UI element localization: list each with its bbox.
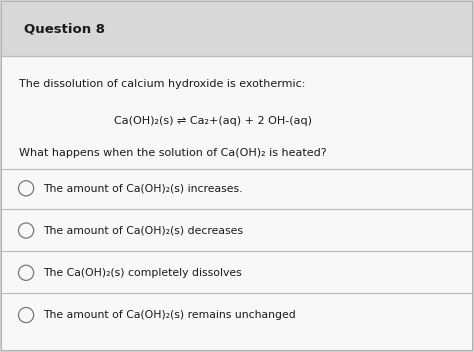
FancyBboxPatch shape xyxy=(2,155,472,350)
Text: The Ca(OH)₂(s) completely dissolves: The Ca(OH)₂(s) completely dissolves xyxy=(43,268,241,278)
Text: What happens when the solution of Ca(OH)₂ is heated?: What happens when the solution of Ca(OH)… xyxy=(19,148,327,158)
FancyBboxPatch shape xyxy=(2,56,472,155)
Text: Question 8: Question 8 xyxy=(24,23,105,36)
Text: The dissolution of calcium hydroxide is exothermic:: The dissolution of calcium hydroxide is … xyxy=(19,80,305,89)
Text: Ca(OH)₂(s) ⇌ Ca₂+(aq) + 2 OH-(aq): Ca(OH)₂(s) ⇌ Ca₂+(aq) + 2 OH-(aq) xyxy=(114,117,312,126)
FancyBboxPatch shape xyxy=(2,2,472,56)
Text: The amount of Ca(OH)₂(s) remains unchanged: The amount of Ca(OH)₂(s) remains unchang… xyxy=(43,310,295,320)
Text: The amount of Ca(OH)₂(s) increases.: The amount of Ca(OH)₂(s) increases. xyxy=(43,183,242,193)
Text: The amount of Ca(OH)₂(s) decreases: The amount of Ca(OH)₂(s) decreases xyxy=(43,226,243,235)
